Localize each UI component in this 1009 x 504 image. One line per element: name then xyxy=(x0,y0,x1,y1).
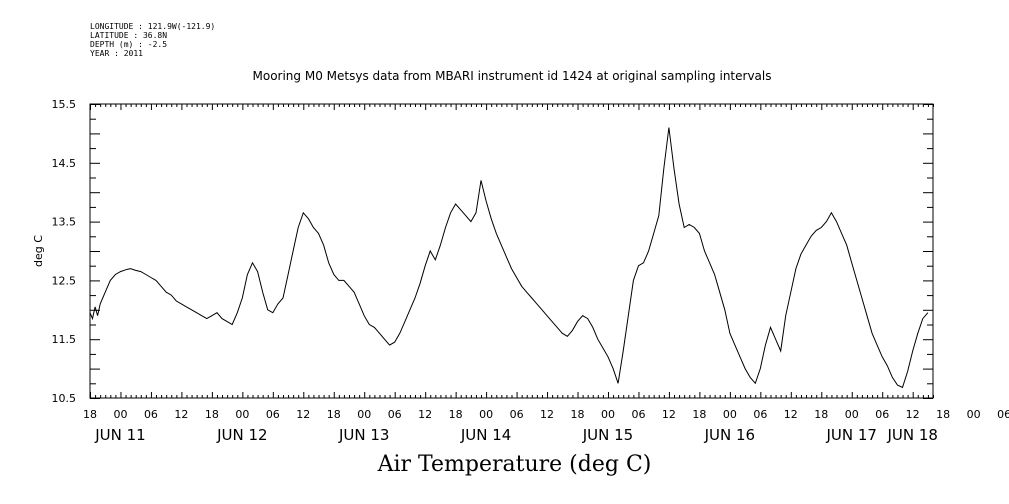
x-hour-tick-label: 00 xyxy=(723,408,737,421)
metadata-block: LONGITUDE : 121.9W(-121.9) LATITUDE : 36… xyxy=(90,22,215,58)
series-line xyxy=(89,127,929,389)
y-tick-label: 10.5 xyxy=(52,392,77,405)
x-hour-tick-label: 00 xyxy=(967,408,981,421)
x-hour-tick-label: 12 xyxy=(418,408,432,421)
y-tick-label: 15.5 xyxy=(52,98,77,111)
x-hour-tick-label: 06 xyxy=(875,408,889,421)
chart-title: Mooring M0 Metsys data from MBARI instru… xyxy=(252,69,772,83)
x-hour-tick-label: 12 xyxy=(662,408,676,421)
x-hour-tick-label: 18 xyxy=(205,408,219,421)
x-hour-tick-label: 06 xyxy=(388,408,402,421)
x-date-label: JUN 11 xyxy=(94,426,145,444)
x-date-label: JUN 12 xyxy=(216,426,267,444)
x-hour-tick-label: 06 xyxy=(266,408,280,421)
x-hour-tick-label: 12 xyxy=(174,408,188,421)
y-tick-label: 12.5 xyxy=(52,274,77,287)
x-hour-tick-label: 18 xyxy=(692,408,706,421)
x-date-label: JUN 13 xyxy=(338,426,389,444)
x-hour-tick-label: 18 xyxy=(571,408,585,421)
plot-frame xyxy=(89,103,934,399)
x-hour-tick-label: 12 xyxy=(540,408,554,421)
latitude-label: LATITUDE : 36.8N xyxy=(90,31,168,40)
y-tick-label: 14.5 xyxy=(52,157,77,170)
x-date-label: JUN 17 xyxy=(826,426,877,444)
x-date-label: JUN 18 xyxy=(886,426,937,444)
x-hour-tick-label: 18 xyxy=(83,408,97,421)
x-hour-tick-label: 00 xyxy=(845,408,859,421)
tick-marks xyxy=(90,104,934,399)
x-date-label: JUN 15 xyxy=(582,426,633,444)
x-hour-tick-label: 12 xyxy=(784,408,798,421)
depth-label: DEPTH (m) : -2.5 xyxy=(90,40,168,49)
x-hour-tick-label: 06 xyxy=(631,408,645,421)
x-hour-tick-label: 12 xyxy=(296,408,310,421)
x-hour-tick-label: 18 xyxy=(936,408,950,421)
x-hour-tick-label: 06 xyxy=(753,408,767,421)
x-hour-tick-label: 00 xyxy=(601,408,615,421)
x-hour-tick-label: 06 xyxy=(510,408,524,421)
x-hour-tick-label: 00 xyxy=(113,408,127,421)
y-axis-label: deg C xyxy=(32,235,45,267)
x-axis-title: Air Temperature (deg C) xyxy=(377,452,652,477)
x-date-label: JUN 16 xyxy=(704,426,755,444)
x-hour-tick-label: 00 xyxy=(479,408,493,421)
year-label: YEAR : 2011 xyxy=(90,49,143,58)
x-hour-tick-label: 00 xyxy=(357,408,371,421)
longitude-label: LONGITUDE : 121.9W(-121.9) xyxy=(90,22,216,31)
y-tick-label: 11.5 xyxy=(52,333,77,346)
x-date-label: JUN 14 xyxy=(460,426,511,444)
y-tick-label: 13.5 xyxy=(52,216,77,229)
x-hour-tick-label: 18 xyxy=(327,408,341,421)
x-hour-tick-label: 00 xyxy=(235,408,249,421)
x-hour-tick-label: 12 xyxy=(906,408,920,421)
x-hour-tick-label: 18 xyxy=(814,408,828,421)
tick-labels: 18 00 06 12 18 00 06 12 18 00 06 12 18 00 06 12 18 00 06 12… xyxy=(52,98,1009,444)
x-hour-tick-label: 06 xyxy=(144,408,158,421)
x-hour-tick-label: 06 xyxy=(997,408,1009,421)
x-hour-tick-label: 18 xyxy=(449,408,463,421)
